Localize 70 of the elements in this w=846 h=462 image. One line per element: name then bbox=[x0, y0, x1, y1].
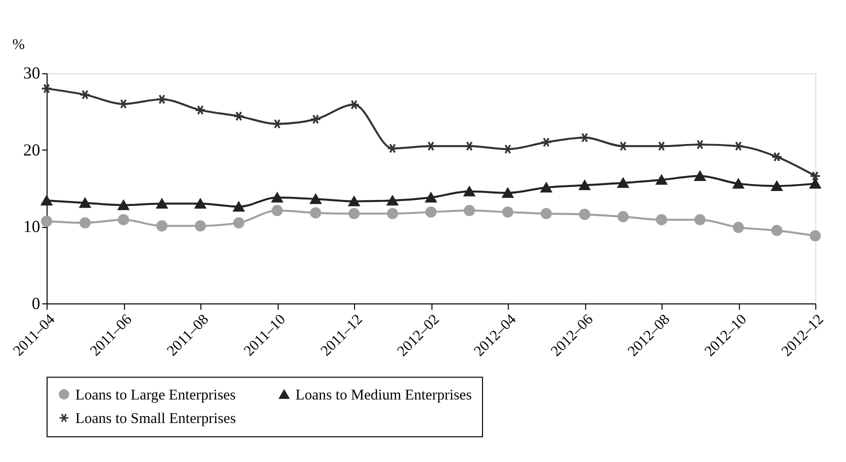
point bbox=[386, 196, 398, 206]
point bbox=[732, 178, 744, 189]
legend-label: Loans to Large Enterprises bbox=[75, 387, 236, 404]
point bbox=[348, 208, 360, 220]
point bbox=[810, 178, 821, 189]
point bbox=[348, 100, 360, 110]
point bbox=[310, 207, 322, 218]
point bbox=[194, 198, 206, 209]
y-tick-label: 20 bbox=[23, 140, 40, 160]
point bbox=[732, 222, 744, 233]
point bbox=[233, 217, 244, 228]
point bbox=[348, 196, 360, 206]
point bbox=[694, 214, 706, 226]
point bbox=[194, 220, 206, 232]
point bbox=[579, 180, 590, 190]
legend-label: Loans to Small Enterprises bbox=[75, 410, 236, 427]
point bbox=[156, 220, 168, 232]
y-tick-label: 0 bbox=[32, 294, 40, 313]
point bbox=[156, 94, 168, 104]
point bbox=[118, 200, 130, 210]
point bbox=[694, 140, 706, 150]
point bbox=[386, 208, 398, 220]
point bbox=[79, 217, 91, 228]
point bbox=[810, 230, 821, 242]
point bbox=[617, 141, 629, 152]
point bbox=[617, 211, 629, 222]
point bbox=[41, 196, 52, 206]
point bbox=[502, 206, 514, 218]
point bbox=[579, 132, 590, 143]
point bbox=[272, 204, 283, 216]
point bbox=[41, 216, 52, 227]
y-tick-label: 10 bbox=[23, 217, 40, 236]
point bbox=[41, 84, 52, 94]
point bbox=[656, 141, 668, 152]
point bbox=[464, 204, 475, 216]
point bbox=[656, 214, 668, 226]
point bbox=[79, 90, 91, 100]
point bbox=[656, 174, 668, 185]
point bbox=[118, 214, 130, 226]
point bbox=[425, 206, 437, 218]
point bbox=[771, 152, 782, 162]
point bbox=[79, 198, 91, 208]
point bbox=[694, 171, 706, 181]
point bbox=[771, 181, 782, 191]
point bbox=[502, 188, 514, 198]
point bbox=[272, 118, 283, 129]
point bbox=[272, 192, 283, 202]
point bbox=[156, 198, 168, 209]
point bbox=[310, 114, 322, 124]
point bbox=[233, 202, 244, 212]
point bbox=[464, 141, 475, 152]
point bbox=[540, 137, 552, 148]
legend-label: Loans to Medium Enterprises bbox=[296, 387, 472, 404]
point bbox=[732, 141, 744, 152]
point bbox=[310, 194, 322, 204]
point bbox=[233, 111, 244, 122]
point bbox=[425, 141, 437, 152]
point bbox=[425, 192, 437, 202]
point bbox=[540, 182, 552, 192]
point bbox=[771, 224, 782, 236]
point bbox=[118, 98, 130, 109]
point bbox=[386, 143, 398, 154]
point bbox=[540, 208, 552, 220]
point bbox=[464, 186, 475, 196]
point bbox=[579, 208, 590, 220]
point bbox=[617, 178, 629, 188]
point bbox=[810, 171, 821, 181]
point bbox=[194, 105, 206, 116]
y-tick-label: 30 bbox=[23, 64, 40, 83]
y-axis-title: % bbox=[12, 36, 25, 53]
